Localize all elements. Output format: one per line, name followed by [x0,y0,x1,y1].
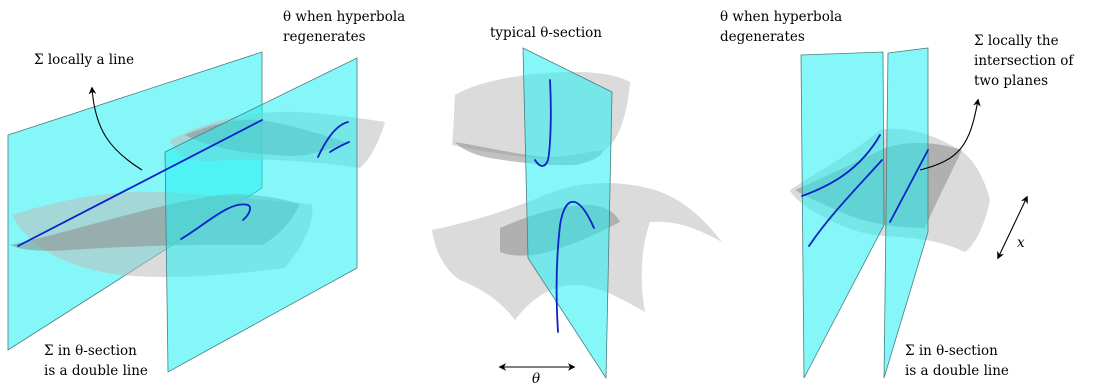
right-right-plane [883,47,929,379]
left-top-pointer [88,86,143,171]
right-bottom-label-2: is a double line [905,363,1009,379]
left-bottom-label-2: is a double line [44,363,148,379]
regen-label-2: regenerates [283,29,366,45]
typical-section-label: typical θ-section [490,25,602,41]
right-panel: θ when hyperbola degenerates Σ locally t… [720,9,1074,379]
right-bottom-label-1: Σ in θ-section [905,343,998,359]
middle-plane [522,47,613,380]
left-double-line-curve [17,119,263,247]
left-front-plane [164,57,358,373]
right-top-label-3: two planes [974,73,1048,89]
right-crossing-line [889,149,929,223]
middle-upper-curve [534,79,552,167]
theta-axis-label: θ [532,371,540,387]
middle-lower-curve [555,200,595,333]
right-left-plane [800,51,885,379]
middle-panel: typical θ-section θ [432,25,722,387]
x-axis-label: x [1017,235,1025,251]
left-bottom-label-1: Σ in θ-section [44,343,137,359]
right-top-label-2: intersection of [974,53,1074,69]
degen-label-1: θ when hyperbola [720,9,842,25]
left-panel: Σ locally a line Σ in θ-section is a dou… [7,9,405,379]
right-top-pointer [919,98,981,171]
left-regen-curve [317,121,350,158]
x-axis-arrow [997,195,1028,260]
left-top-label: Σ locally a line [34,52,134,68]
degen-label-2: degenerates [720,29,805,45]
regen-label-1: θ when hyperbola [283,9,405,25]
left-hyperbola-curve [180,203,251,240]
right-lower-curve [808,159,883,247]
right-upper-curve [801,134,881,197]
right-top-label-1: Σ locally the [974,33,1059,49]
